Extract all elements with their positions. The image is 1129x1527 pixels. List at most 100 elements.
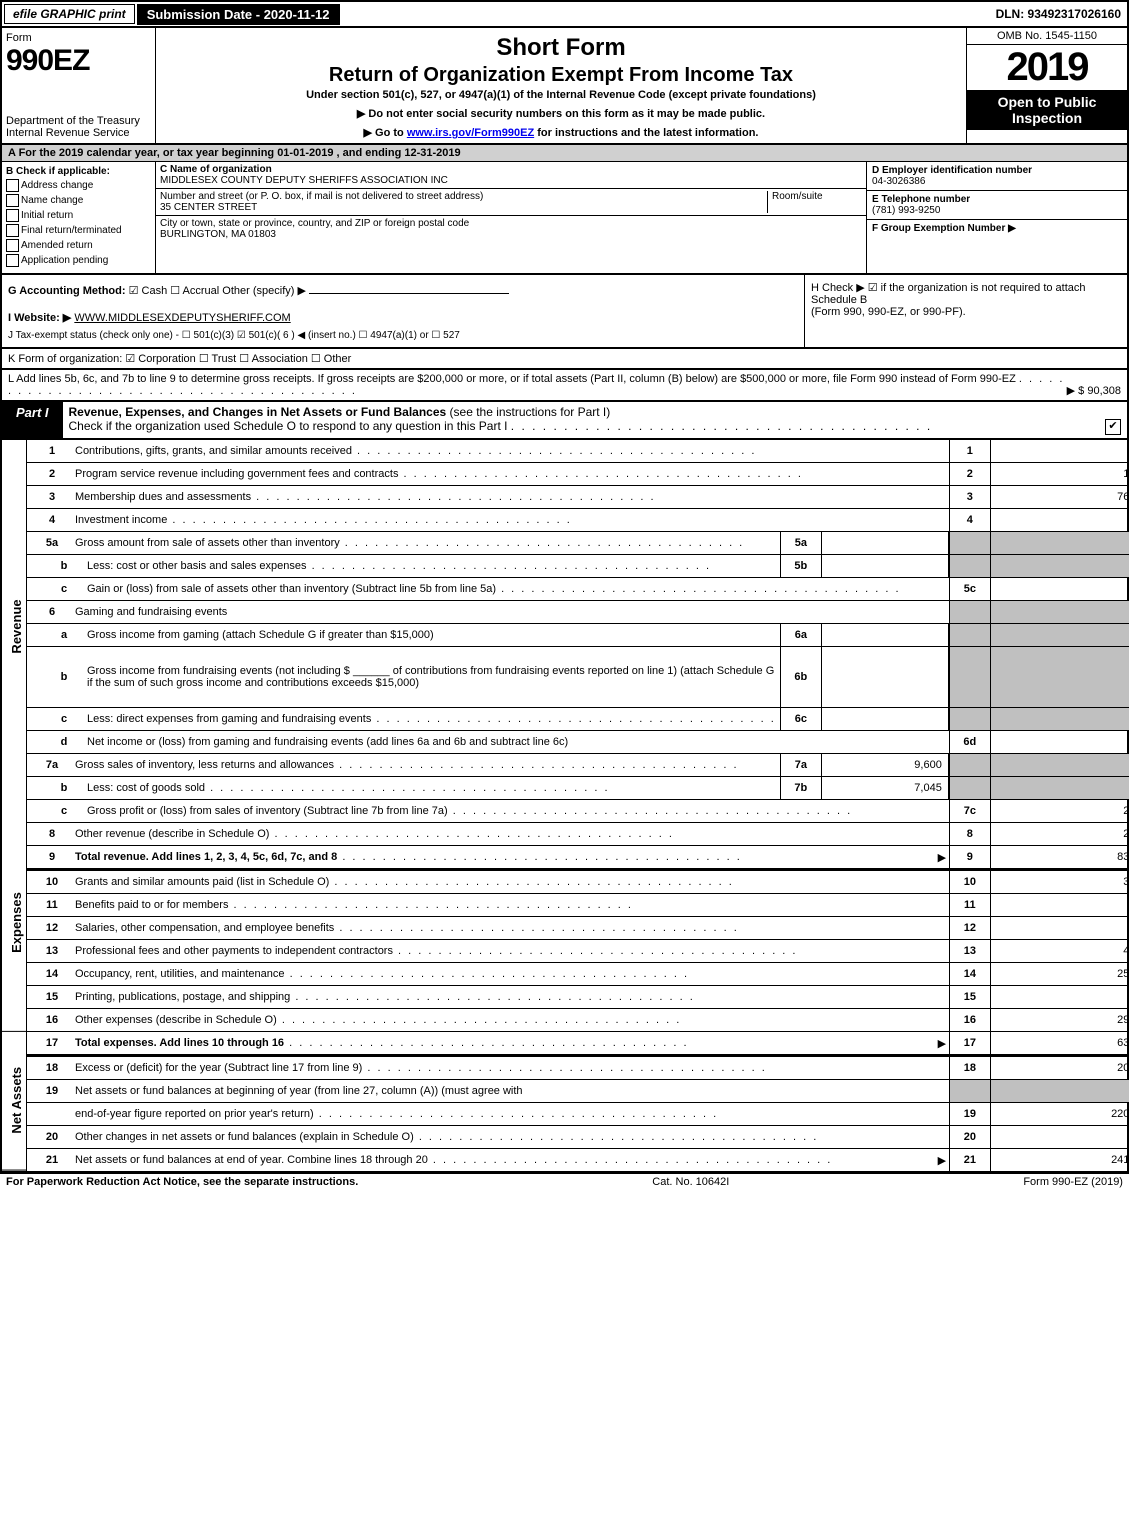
form-word: Form xyxy=(6,32,151,44)
box-h: H Check ▶ ☑ if the organization is not r… xyxy=(804,275,1127,347)
arrow-icon: ▶ xyxy=(935,851,949,864)
line-20: 20 Other changes in net assets or fund b… xyxy=(27,1125,1129,1148)
info-right-col: D Employer identification number 04-3026… xyxy=(866,162,1127,273)
submission-date-badge: Submission Date - 2020-11-12 xyxy=(137,4,340,25)
part1-check-text: Check if the organization used Schedule … xyxy=(69,419,508,433)
goto-note: ▶ Go to www.irs.gov/Form990EZ for instru… xyxy=(164,126,958,139)
part1-tag: Part I xyxy=(2,402,63,438)
irs-link[interactable]: www.irs.gov/Form990EZ xyxy=(407,127,534,139)
chk-final-return[interactable]: Final return/terminated xyxy=(6,224,151,237)
box-l-text: L Add lines 5b, 6c, and 7b to line 9 to … xyxy=(8,373,1067,397)
line-14: 14 Occupancy, rent, utilities, and maint… xyxy=(27,962,1129,985)
line-1: 1 Contributions, gifts, grants, and simi… xyxy=(27,440,1129,462)
org-name: MIDDLESEX COUNTY DEPUTY SHERIFFS ASSOCIA… xyxy=(160,175,448,186)
box-i-label: I Website: ▶ xyxy=(8,312,71,324)
box-l-row: L Add lines 5b, 6c, and 7b to line 9 to … xyxy=(0,370,1129,402)
header-right: OMB No. 1545-1150 2019 Open to Public In… xyxy=(967,28,1127,143)
open-public-badge: Open to Public Inspection xyxy=(967,90,1127,130)
line-15: 15 Printing, publications, postage, and … xyxy=(27,985,1129,1008)
header-mid: Short Form Return of Organization Exempt… xyxy=(156,28,967,143)
line-7c: c Gross profit or (loss) from sales of i… xyxy=(27,799,1129,822)
schedule-o-checkbox[interactable]: ✔ xyxy=(1105,419,1121,435)
org-street: 35 CENTER STREET xyxy=(160,202,257,213)
lines-column: 1 Contributions, gifts, grants, and simi… xyxy=(27,440,1129,1171)
side-expenses: Expenses xyxy=(2,814,26,1032)
side-revenue: Revenue xyxy=(2,440,26,814)
part1-title-rest: (see the instructions for Part I) xyxy=(446,405,610,419)
line-19a: 19 Net assets or fund balances at beginn… xyxy=(27,1079,1129,1102)
form-number: 990EZ xyxy=(6,44,151,78)
chk-address-change[interactable]: Address change xyxy=(6,179,151,192)
line-2: 2 Program service revenue including gove… xyxy=(27,462,1129,485)
line-11: 11 Benefits paid to or for members 11 xyxy=(27,893,1129,916)
part1-header: Part I Revenue, Expenses, and Changes in… xyxy=(0,402,1129,440)
line-9: 9 Total revenue. Add lines 1, 2, 3, 4, 5… xyxy=(27,845,1129,870)
ssn-note: ▶ Do not enter social security numbers o… xyxy=(164,107,958,120)
gross-receipts-amount: ▶ $ 90,308 xyxy=(1067,384,1121,397)
box-h-line2: (Form 990, 990-EZ, or 990-PF). xyxy=(811,306,1121,318)
dln-label: DLN: 93492317026160 xyxy=(996,7,1127,21)
line-4: 4 Investment income 4 xyxy=(27,508,1129,531)
box-f-label: F Group Exemption Number ▶ xyxy=(872,223,1016,234)
gh-block: G Accounting Method: ☑ Cash ☐ Accrual Ot… xyxy=(0,275,1129,349)
page-footer: For Paperwork Reduction Act Notice, see … xyxy=(0,1173,1129,1190)
part1-title-bold: Revenue, Expenses, and Changes in Net As… xyxy=(69,405,447,419)
dept-treasury: Department of the Treasury xyxy=(6,115,151,127)
line-6c: c Less: direct expenses from gaming and … xyxy=(27,707,1129,730)
org-city: BURLINGTON, MA 01803 xyxy=(160,229,276,240)
form-header: Form 990EZ Department of the Treasury In… xyxy=(0,28,1129,145)
box-k-row[interactable]: K Form of organization: ☑ Corporation ☐ … xyxy=(0,349,1129,370)
top-bar: efile GRAPHIC print Submission Date - 20… xyxy=(0,0,1129,28)
omb-number: OMB No. 1545-1150 xyxy=(967,28,1127,45)
title-short-form: Short Form xyxy=(164,34,958,62)
footer-left: For Paperwork Reduction Act Notice, see … xyxy=(6,1176,358,1188)
box-c-name-label: C Name of organization xyxy=(160,164,272,175)
side-tabs: Revenue Expenses Net Assets xyxy=(2,440,27,1171)
line-6: 6 Gaming and fundraising events xyxy=(27,600,1129,623)
footer-form-ref: Form 990-EZ (2019) xyxy=(1023,1176,1123,1188)
footer-cat-no: Cat. No. 10642I xyxy=(652,1176,729,1188)
header-left: Form 990EZ Department of the Treasury In… xyxy=(2,28,156,143)
tax-year: 2019 xyxy=(967,45,1127,90)
box-b-label: B Check if applicable: xyxy=(6,166,110,177)
line-18: 18 Excess or (deficit) for the year (Sub… xyxy=(27,1056,1129,1079)
line-12: 12 Salaries, other compensation, and emp… xyxy=(27,916,1129,939)
ein-value: 04-3026386 xyxy=(872,176,925,187)
line-6b: b Gross income from fundraising events (… xyxy=(27,646,1129,707)
box-e-label: E Telephone number xyxy=(872,194,970,205)
box-j-row[interactable]: J Tax-exempt status (check only one) - ☐… xyxy=(8,330,798,341)
website-value[interactable]: WWW.MIDDLESEXDEPUTYSHERIFF.COM xyxy=(74,312,290,324)
room-suite-label: Room/suite xyxy=(767,191,862,213)
arrow-icon: ▶ xyxy=(935,1154,949,1167)
efile-print-button[interactable]: efile GRAPHIC print xyxy=(4,4,135,24)
line-5b: b Less: cost or other basis and sales ex… xyxy=(27,554,1129,577)
line-6a: a Gross income from gaming (attach Sched… xyxy=(27,623,1129,646)
box-c: C Name of organization MIDDLESEX COUNTY … xyxy=(156,162,866,273)
line-5a: 5a Gross amount from sale of assets othe… xyxy=(27,531,1129,554)
line-3: 3 Membership dues and assessments 3 76,4… xyxy=(27,485,1129,508)
box-b: B Check if applicable: Address change Na… xyxy=(2,162,156,273)
accounting-method-options[interactable]: ☑ Cash ☐ Accrual Other (specify) ▶ xyxy=(129,285,306,297)
tax-period-row: A For the 2019 calendar year, or tax yea… xyxy=(0,145,1129,162)
other-specify-input[interactable] xyxy=(309,281,509,294)
line-13: 13 Professional fees and other payments … xyxy=(27,939,1129,962)
line-7a: 7a Gross sales of inventory, less return… xyxy=(27,753,1129,776)
line-8: 8 Other revenue (describe in Schedule O)… xyxy=(27,822,1129,845)
line-10: 10 Grants and similar amounts paid (list… xyxy=(27,870,1129,893)
title-return: Return of Organization Exempt From Incom… xyxy=(164,64,958,87)
line-16: 16 Other expenses (describe in Schedule … xyxy=(27,1008,1129,1031)
box-d-label: D Employer identification number xyxy=(872,165,1032,176)
chk-name-change[interactable]: Name change xyxy=(6,194,151,207)
box-c-city-label: City or town, state or province, country… xyxy=(160,218,469,229)
box-h-line1[interactable]: H Check ▶ ☑ if the organization is not r… xyxy=(811,281,1121,306)
side-netassets: Net Assets xyxy=(2,1031,26,1171)
chk-initial-return[interactable]: Initial return xyxy=(6,209,151,222)
line-6d: d Net income or (loss) from gaming and f… xyxy=(27,730,1129,753)
line-7b: b Less: cost of goods sold 7b 7,045 xyxy=(27,776,1129,799)
line-19b: end-of-year figure reported on prior yea… xyxy=(27,1102,1129,1125)
line-5c: c Gain or (loss) from sale of assets oth… xyxy=(27,577,1129,600)
box-g-label: G Accounting Method: xyxy=(8,285,126,297)
chk-application-pending[interactable]: Application pending xyxy=(6,254,151,267)
entity-info-block: B Check if applicable: Address change Na… xyxy=(0,162,1129,275)
chk-amended-return[interactable]: Amended return xyxy=(6,239,151,252)
